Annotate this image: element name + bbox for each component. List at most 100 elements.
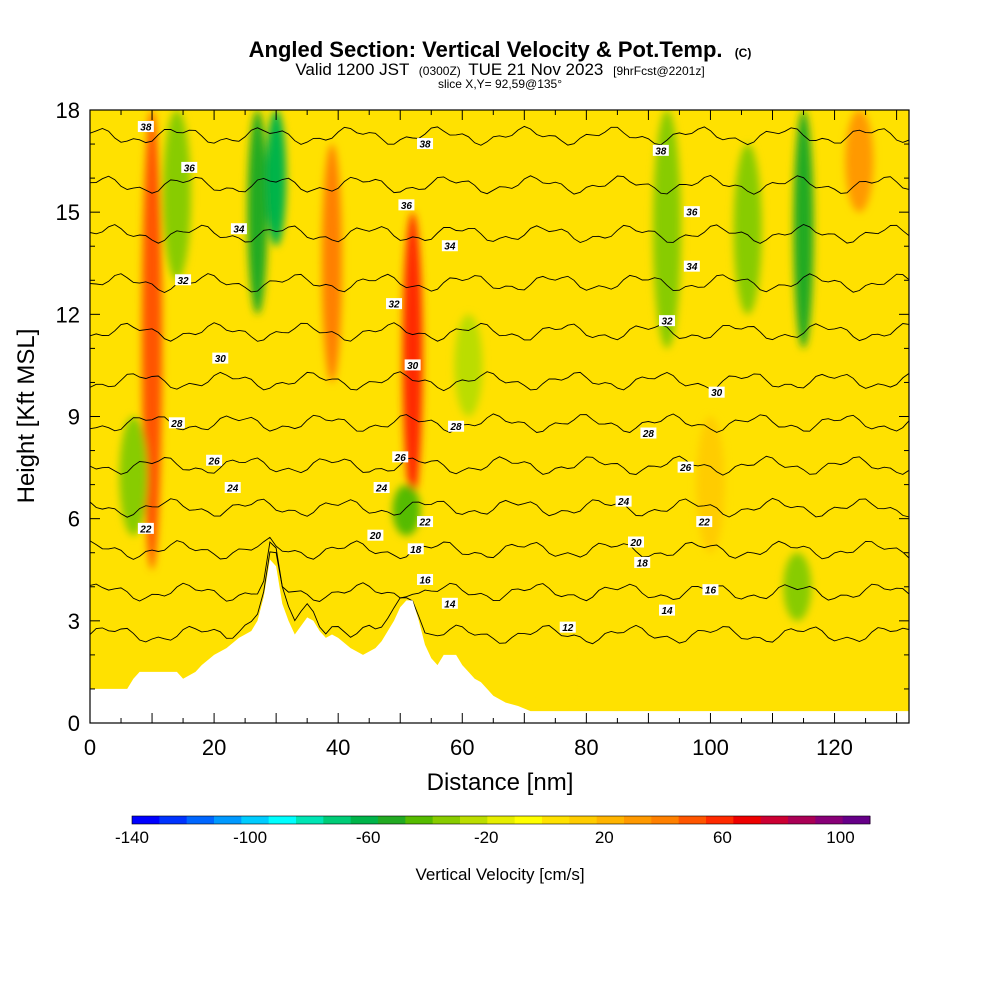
potential-temperature-contours (90, 125, 909, 645)
theta-contour (90, 125, 909, 146)
colorbar-tick-labels: -140 -100 -60 -20 20 60 100 (115, 828, 855, 847)
colorbar-tick-label: -20 (474, 828, 499, 847)
colorbar-swatch (132, 816, 160, 824)
theta-contour-label: 28 (168, 417, 185, 430)
theta-contour-label: 18 (634, 556, 651, 569)
theta-contour (90, 455, 909, 476)
colorbar-swatch (186, 816, 215, 824)
theta-contour-label: 12 (559, 621, 576, 634)
colorbar-swatch (733, 816, 762, 824)
theta-contour (90, 322, 909, 342)
svg-text:20: 20 (629, 538, 642, 549)
svg-text:18: 18 (637, 558, 649, 569)
velocity-cell (266, 110, 287, 247)
theta-contour-label: 32 (386, 298, 403, 311)
theta-contour-label: 30 (212, 352, 229, 365)
colorbar-frame (131, 815, 871, 825)
svg-text:22: 22 (698, 518, 711, 529)
theta-contour-label: 30 (404, 359, 421, 372)
theta-contour-label: 36 (181, 161, 198, 174)
colorbar-tick-label: 100 (826, 828, 854, 847)
svg-text:36: 36 (184, 163, 196, 174)
theta-contour-label: 18 (407, 543, 424, 556)
svg-text:38: 38 (419, 140, 431, 151)
theta-contour-label: 34 (441, 240, 458, 253)
theta-contour-label: 34 (230, 223, 247, 236)
colorbar-swatch (214, 816, 242, 824)
theta-contour-label: 22 (417, 516, 434, 529)
theta-contour-label: 34 (683, 260, 700, 273)
theta-contour (90, 175, 909, 195)
svg-text:Valid 1200 JST (0300Z): Valid 1200 JST (0300Z) TUE 21 Nov 2023 [… (295, 60, 704, 79)
chart-title-unit: (C) (735, 46, 752, 60)
theta-contour (90, 371, 909, 392)
theta-contour-label: 24 (373, 482, 390, 495)
colorbar-swatch (569, 816, 598, 824)
svg-text:30: 30 (407, 361, 419, 372)
svg-text:30: 30 (215, 354, 227, 365)
colorbar-tick-label: -100 (233, 828, 267, 847)
colorbar-swatch (296, 816, 324, 824)
theta-contour-label: 20 (367, 529, 384, 542)
theta-contour-label: 28 (448, 420, 465, 433)
velocity-cell (392, 484, 421, 536)
valid-date: TUE 21 Nov 2023 (468, 60, 603, 79)
theta-contour-label: 32 (175, 274, 192, 287)
colorbar-swatch (760, 816, 789, 824)
theta-contour-label: 16 (702, 584, 719, 597)
svg-text:34: 34 (686, 262, 698, 273)
x-tick-label: 0 (84, 735, 96, 760)
theta-contour (90, 536, 909, 560)
theta-contour-label: 36 (398, 199, 415, 212)
chart-title: Angled Section: Vertical Velocity & Pot.… (249, 37, 723, 62)
velocity-cell (247, 110, 268, 315)
contour-labels: 38 36 34 32 30 28 26 24 22 38 36 34 32 30 28 26 24 22 20 18… (137, 121, 725, 634)
svg-text:12: 12 (562, 623, 574, 634)
vertical-velocity-field (119, 110, 874, 706)
theta-contour-label: 24 (615, 495, 632, 508)
terrain-mask (90, 559, 909, 723)
colorbar-swatch (542, 816, 570, 824)
svg-text:14: 14 (444, 599, 456, 610)
velocity-cell (321, 144, 342, 383)
svg-text:14: 14 (661, 606, 673, 617)
svg-text:20: 20 (369, 531, 382, 542)
x-tick-label: 20 (202, 735, 226, 760)
svg-text:26: 26 (679, 463, 692, 474)
y-tick-label: 6 (68, 507, 80, 532)
velocity-cell (541, 637, 570, 706)
colorbar-swatch (241, 816, 270, 824)
colorbar-swatch (487, 816, 516, 824)
x-axis: 0 20 40 60 80 100 120 (84, 110, 898, 760)
colorbar-swatch (460, 816, 488, 824)
forecast-info: [9hrFcst@2201z] (613, 64, 705, 78)
svg-text:22: 22 (418, 518, 431, 529)
svg-text:24: 24 (375, 484, 388, 495)
svg-text:26: 26 (394, 453, 407, 464)
velocity-cell (454, 314, 483, 417)
svg-text:26: 26 (208, 456, 221, 467)
velocity-cell (845, 110, 874, 213)
velocity-cell (653, 110, 682, 349)
theta-contour-label: 28 (640, 427, 657, 440)
svg-text:28: 28 (170, 419, 183, 430)
velocity-cell (793, 110, 814, 349)
theta-contour (90, 551, 909, 645)
y-tick-label: 0 (68, 711, 80, 736)
colorbar-swatch (678, 816, 707, 824)
svg-text:34: 34 (444, 242, 456, 253)
colorbar-tick-label: -140 (115, 828, 149, 847)
y-tick-label: 12 (56, 302, 80, 327)
colorbar-tick-label: 20 (595, 828, 614, 847)
theta-contour-label: 22 (137, 522, 154, 535)
x-axis-label: Distance [nm] (427, 769, 574, 796)
svg-text:22: 22 (139, 524, 152, 535)
svg-text:36: 36 (686, 208, 698, 219)
svg-text:16: 16 (419, 575, 431, 586)
colorbar-swatch (514, 816, 543, 824)
colorbar-swatch (842, 816, 871, 824)
colorbar-swatch (350, 816, 379, 824)
svg-text:24: 24 (617, 497, 630, 508)
